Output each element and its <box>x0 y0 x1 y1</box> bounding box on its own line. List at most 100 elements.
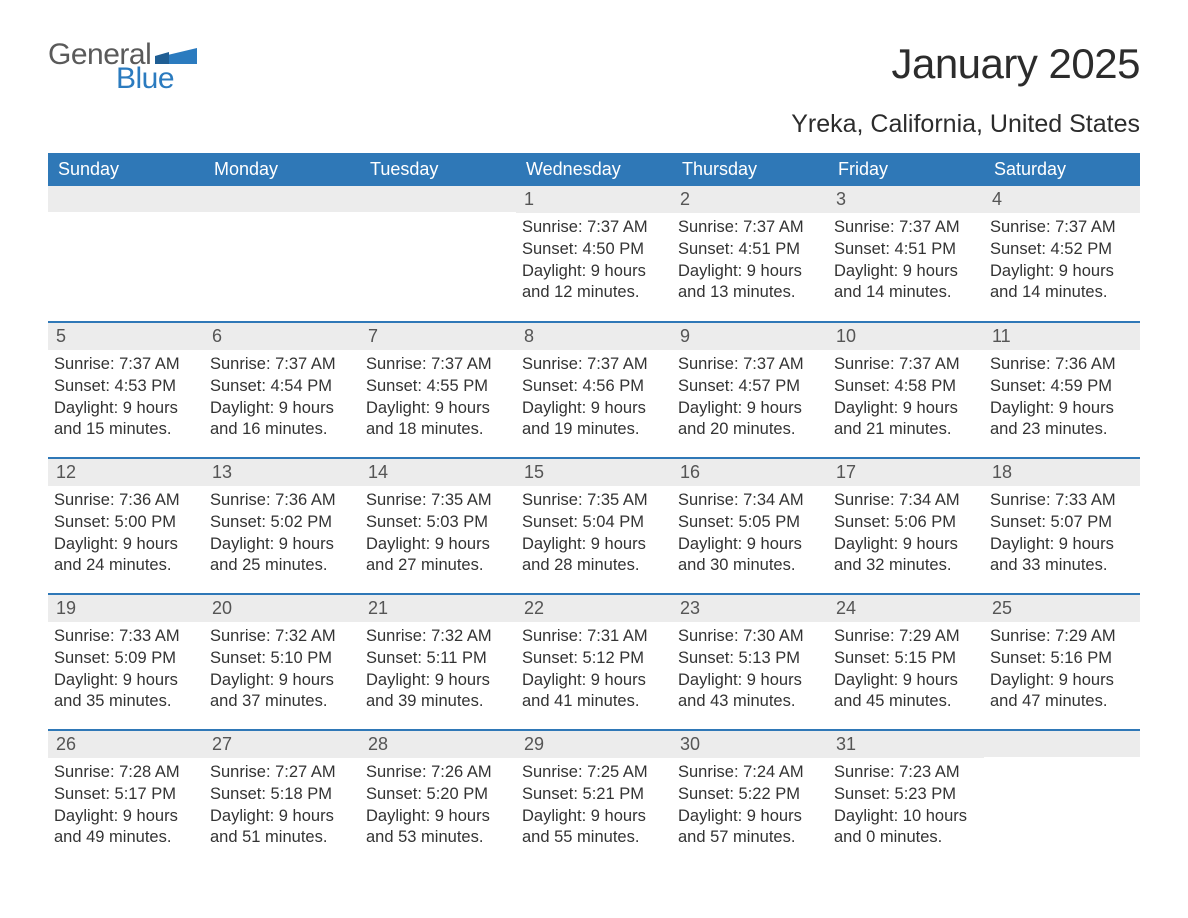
day-sunrise: Sunrise: 7:36 AM <box>990 354 1134 376</box>
day-sunrise: Sunrise: 7:23 AM <box>834 762 978 784</box>
day-sunset: Sunset: 5:16 PM <box>990 648 1134 670</box>
day-number: 26 <box>48 731 204 758</box>
day-daylight2: and 47 minutes. <box>990 691 1134 713</box>
day-daylight2: and 21 minutes. <box>834 419 978 441</box>
day-number: 17 <box>828 459 984 486</box>
day-daylight1: Daylight: 9 hours <box>366 670 510 692</box>
day-sunset: Sunset: 5:23 PM <box>834 784 978 806</box>
day-cell: 19Sunrise: 7:33 AMSunset: 5:09 PMDayligh… <box>48 595 204 729</box>
day-daylight1: Daylight: 9 hours <box>834 261 978 283</box>
day-number: 23 <box>672 595 828 622</box>
day-sunrise: Sunrise: 7:37 AM <box>54 354 198 376</box>
day-body: Sunrise: 7:23 AMSunset: 5:23 PMDaylight:… <box>828 758 984 865</box>
day-daylight2: and 16 minutes. <box>210 419 354 441</box>
day-sunset: Sunset: 4:54 PM <box>210 376 354 398</box>
day-cell: 23Sunrise: 7:30 AMSunset: 5:13 PMDayligh… <box>672 595 828 729</box>
day-cell: 20Sunrise: 7:32 AMSunset: 5:10 PMDayligh… <box>204 595 360 729</box>
day-number: 8 <box>516 323 672 350</box>
logo-flag-icon <box>155 42 197 64</box>
day-sunset: Sunset: 4:58 PM <box>834 376 978 398</box>
day-cell: 31Sunrise: 7:23 AMSunset: 5:23 PMDayligh… <box>828 731 984 865</box>
day-number: 14 <box>360 459 516 486</box>
day-sunrise: Sunrise: 7:37 AM <box>522 354 666 376</box>
day-sunrise: Sunrise: 7:35 AM <box>522 490 666 512</box>
day-sunset: Sunset: 4:57 PM <box>678 376 822 398</box>
day-daylight2: and 23 minutes. <box>990 419 1134 441</box>
day-body: Sunrise: 7:34 AMSunset: 5:06 PMDaylight:… <box>828 486 984 593</box>
day-sunset: Sunset: 4:50 PM <box>522 239 666 261</box>
month-title: January 2025 <box>791 40 1140 88</box>
day-cell: 30Sunrise: 7:24 AMSunset: 5:22 PMDayligh… <box>672 731 828 865</box>
day-number: 24 <box>828 595 984 622</box>
day-sunrise: Sunrise: 7:32 AM <box>210 626 354 648</box>
day-daylight2: and 45 minutes. <box>834 691 978 713</box>
day-daylight1: Daylight: 9 hours <box>210 806 354 828</box>
day-daylight1: Daylight: 9 hours <box>54 534 198 556</box>
day-daylight2: and 12 minutes. <box>522 282 666 304</box>
day-sunset: Sunset: 5:00 PM <box>54 512 198 534</box>
day-number: 4 <box>984 186 1140 213</box>
day-number: 6 <box>204 323 360 350</box>
day-number: 20 <box>204 595 360 622</box>
day-body: Sunrise: 7:35 AMSunset: 5:04 PMDaylight:… <box>516 486 672 593</box>
day-daylight1: Daylight: 9 hours <box>522 806 666 828</box>
day-cell <box>984 731 1140 865</box>
day-cell: 21 Sunrise: 7:32 AMSunset: 5:11 PMDayligh… <box>360 595 516 729</box>
day-body: Sunrise: 7:30 AMSunset: 5:13 PMDaylight:… <box>672 622 828 729</box>
day-number: 12 <box>48 459 204 486</box>
day-sunrise: Sunrise: 7:37 AM <box>366 354 510 376</box>
day-daylight2: and 35 minutes. <box>54 691 198 713</box>
day-body: Sunrise: 7:36 AMSunset: 5:00 PMDaylight:… <box>48 486 204 593</box>
day-sunrise: Sunrise: 7:32 AM <box>366 626 510 648</box>
day-sunrise: Sunrise: 7:37 AM <box>678 354 822 376</box>
logo-text-blue: Blue <box>116 64 197 94</box>
day-daylight2: and 28 minutes. <box>522 555 666 577</box>
day-sunset: Sunset: 5:12 PM <box>522 648 666 670</box>
day-sunrise: Sunrise: 7:29 AM <box>834 626 978 648</box>
day-daylight1: Daylight: 9 hours <box>54 670 198 692</box>
day-body: Sunrise: 7:27 AMSunset: 5:18 PMDaylight:… <box>204 758 360 865</box>
day-number: 21 <box>360 595 516 622</box>
day-daylight1: Daylight: 9 hours <box>990 534 1134 556</box>
day-sunset: Sunset: 5:11 PM <box>366 648 510 670</box>
day-cell: 18Sunrise: 7:33 AMSunset: 5:07 PMDayligh… <box>984 459 1140 593</box>
day-daylight1: Daylight: 9 hours <box>366 534 510 556</box>
day-daylight2: and 39 minutes. <box>366 691 510 713</box>
day-sunset: Sunset: 5:05 PM <box>678 512 822 534</box>
day-sunset: Sunset: 4:59 PM <box>990 376 1134 398</box>
day-daylight2: and 19 minutes. <box>522 419 666 441</box>
day-cell: 14Sunrise: 7:35 AMSunset: 5:03 PMDayligh… <box>360 459 516 593</box>
day-sunset: Sunset: 5:02 PM <box>210 512 354 534</box>
day-sunrise: Sunrise: 7:37 AM <box>522 217 666 239</box>
header-row: General Blue January 2025 Yreka, Califor… <box>48 40 1140 139</box>
day-daylight2: and 14 minutes. <box>990 282 1134 304</box>
day-number: 9 <box>672 323 828 350</box>
day-cell: 6Sunrise: 7:37 AMSunset: 4:54 PMDaylight… <box>204 323 360 457</box>
day-sunset: Sunset: 5:13 PM <box>678 648 822 670</box>
day-body: Sunrise: 7:36 AMSunset: 4:59 PMDaylight:… <box>984 350 1140 457</box>
day-sunset: Sunset: 5:20 PM <box>366 784 510 806</box>
day-cell: 2Sunrise: 7:37 AMSunset: 4:51 PMDaylight… <box>672 186 828 321</box>
day-number <box>984 731 1140 757</box>
day-body: Sunrise: 7:35 AMSunset: 5:03 PMDaylight:… <box>360 486 516 593</box>
day-sunset: Sunset: 5:18 PM <box>210 784 354 806</box>
day-sunset: Sunset: 5:07 PM <box>990 512 1134 534</box>
day-sunrise: Sunrise: 7:37 AM <box>834 217 978 239</box>
title-block: January 2025 Yreka, California, United S… <box>791 40 1140 139</box>
weekday-header: Sunday <box>48 153 204 186</box>
day-sunset: Sunset: 5:03 PM <box>366 512 510 534</box>
day-cell: 13Sunrise: 7:36 AMSunset: 5:02 PMDayligh… <box>204 459 360 593</box>
day-daylight1: Daylight: 9 hours <box>522 398 666 420</box>
day-number <box>360 186 516 212</box>
day-number: 22 <box>516 595 672 622</box>
day-number: 3 <box>828 186 984 213</box>
day-sunrise: Sunrise: 7:36 AM <box>210 490 354 512</box>
day-sunrise: Sunrise: 7:37 AM <box>834 354 978 376</box>
day-sunset: Sunset: 4:55 PM <box>366 376 510 398</box>
day-daylight1: Daylight: 9 hours <box>990 670 1134 692</box>
day-daylight1: Daylight: 9 hours <box>834 398 978 420</box>
day-sunset: Sunset: 4:52 PM <box>990 239 1134 261</box>
weekday-header-row: SundayMondayTuesdayWednesdayThursdayFrid… <box>48 153 1140 186</box>
day-daylight1: Daylight: 9 hours <box>990 261 1134 283</box>
day-sunset: Sunset: 5:15 PM <box>834 648 978 670</box>
